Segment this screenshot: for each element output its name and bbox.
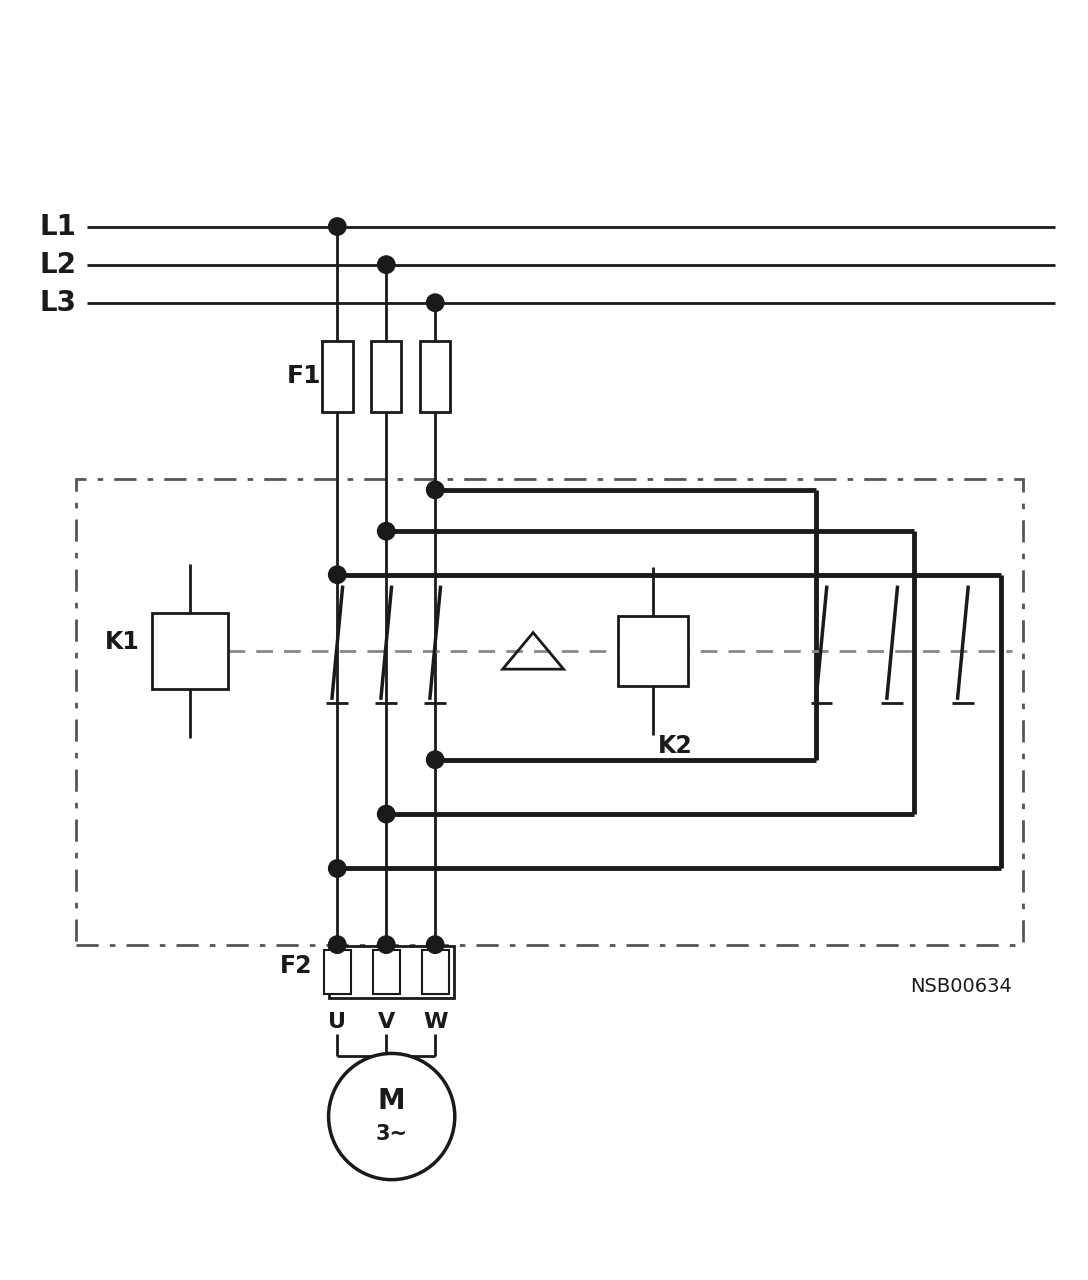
Circle shape [329,860,346,877]
Text: F1: F1 [286,364,321,388]
Circle shape [426,481,444,498]
Circle shape [378,522,395,540]
Text: K1: K1 [104,630,139,654]
Text: K2: K2 [658,733,693,758]
Circle shape [329,218,346,236]
Text: U: U [329,1012,346,1032]
Bar [618,616,688,686]
Text: L2: L2 [39,251,76,279]
Circle shape [378,805,395,823]
Bar [152,613,228,689]
Text: L1: L1 [39,212,76,241]
Text: 3~: 3~ [375,1124,408,1144]
Bar [420,340,450,411]
Text: W: W [423,1012,447,1032]
Circle shape [378,936,395,954]
Text: L3: L3 [39,289,76,316]
Bar [324,950,351,993]
Circle shape [378,256,395,274]
Bar [371,340,401,411]
Bar [329,946,455,998]
Bar [322,340,353,411]
Circle shape [329,1053,455,1180]
Text: F2: F2 [281,955,313,978]
Circle shape [426,751,444,768]
Text: V: V [378,1012,395,1032]
Circle shape [329,566,346,584]
Bar [422,950,449,993]
Bar [76,479,1023,945]
Circle shape [329,936,346,954]
Text: M: M [378,1087,406,1115]
Bar [372,950,400,993]
Circle shape [426,294,444,311]
Circle shape [426,936,444,954]
Text: NSB00634: NSB00634 [910,978,1012,996]
